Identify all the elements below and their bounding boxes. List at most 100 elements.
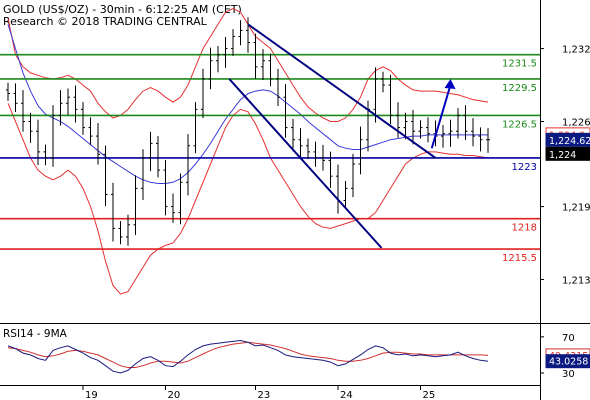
price-bar [276, 68, 280, 106]
price-bar [351, 153, 355, 198]
rsi-tick-label: 70 [562, 333, 575, 344]
price-tag-label: 1,224.62 [549, 136, 590, 147]
price-bar [111, 182, 115, 242]
price-tick-label: 1,232 [562, 45, 590, 56]
price-bar [231, 29, 235, 56]
price-bar [246, 17, 250, 53]
price-bar [208, 47, 213, 90]
price-bar [6, 82, 10, 101]
price-bar [373, 67, 378, 123]
rsi-tag: 43.0258 [545, 354, 590, 369]
rsi-lines [7, 339, 489, 374]
price-bar [96, 122, 100, 165]
price-bar [463, 105, 468, 140]
channel-lower-line [228, 78, 383, 249]
price-bar [66, 88, 70, 115]
price-bar [216, 45, 220, 73]
rsi-tags: 49.431543.0258 [545, 348, 590, 369]
rsi-tag-label: 43.0258 [549, 357, 588, 368]
price-bar [411, 109, 415, 145]
price-tag: 1,224.62 [545, 132, 590, 147]
price-tag-label: 1,224 [549, 150, 576, 161]
price-bar [88, 117, 93, 145]
price-bar [306, 138, 310, 160]
forecast-arrow [430, 78, 456, 149]
price-bar [58, 90, 63, 126]
price-bar [298, 128, 303, 159]
price-bar [321, 144, 325, 171]
level-label-0: 1231.5 [502, 59, 537, 70]
price-tags: 1,224.91,224.621,224 [545, 127, 590, 161]
price-bar [358, 126, 363, 175]
price-panel: 1231.5 1229.5 1226.5 1223 1218 1215.5 1,213 1,… [0, 7, 590, 295]
price-bar [126, 214, 130, 246]
channel-upper-line [247, 23, 437, 159]
price-tag: 1,224 [545, 146, 590, 161]
price-bar [171, 193, 175, 223]
time-tick-label: 23 [258, 390, 271, 400]
price-bar [441, 124, 445, 148]
price-bar [81, 102, 85, 135]
forecast-arrow-head [444, 78, 456, 89]
rsi-title: RSI14 - 9MA [3, 328, 68, 340]
rsi-line [7, 339, 489, 374]
price-bar [193, 102, 198, 154]
time-tick-label: 20 [168, 390, 181, 400]
price-bar [261, 49, 265, 80]
price-bar [283, 84, 288, 138]
price-bar [456, 108, 460, 139]
price-bar [388, 74, 393, 125]
rsi-panel: RSI14 - 9MA 30 70 49.431543.0258 [3, 328, 590, 380]
time-tick-label: 24 [340, 390, 353, 400]
price-bar [186, 134, 190, 196]
price-tick-label: 1,219 [562, 203, 590, 214]
bollinger-lower-line [7, 103, 489, 295]
rsi-tick-label: 30 [562, 369, 575, 380]
price-bar [103, 145, 108, 207]
price-bar [403, 112, 408, 140]
price-bar [201, 68, 205, 119]
price-bar [253, 33, 258, 79]
price-tick-label: 1,226 [562, 118, 590, 129]
moving-average-line [7, 24, 488, 184]
price-bar [13, 83, 18, 113]
forecast-arrow-shaft [430, 84, 452, 149]
price-bar [223, 36, 228, 68]
level-label-5: 1215.5 [502, 253, 537, 264]
price-bar [268, 53, 273, 87]
price-bar [43, 144, 48, 166]
price-bar [21, 90, 25, 132]
price-bar [51, 105, 55, 167]
price-tag-box [545, 132, 590, 147]
price-bar [238, 20, 243, 46]
time-axis: 19 20 23 24 25 [0, 385, 540, 400]
price-tick-label: 1,213 [562, 275, 590, 286]
rsi-tag-box [545, 354, 590, 369]
price-bar [343, 181, 348, 208]
price-bar [36, 119, 40, 166]
price-bar [313, 141, 318, 167]
price-bar [156, 136, 160, 178]
level-label-1: 1229.5 [502, 83, 537, 94]
price-bar [471, 118, 475, 147]
price-bar [486, 128, 490, 153]
support-resistance-levels: 1231.5 1229.5 1226.5 1223 1218 1215.5 [0, 53, 540, 264]
time-tick-label: 25 [423, 390, 436, 400]
price-bar [141, 149, 145, 201]
time-tick-label: 19 [85, 390, 98, 400]
level-label-3: 1223 [512, 162, 537, 173]
price-bar [426, 117, 430, 143]
price-bar [178, 173, 183, 225]
trend-channel [228, 23, 437, 249]
price-tag-box [545, 146, 590, 161]
moving-average [7, 24, 488, 184]
price-bar [291, 118, 295, 152]
price-bar [148, 131, 153, 172]
chart-subtitle: Research © 2018 TRADING CENTRAL [3, 15, 208, 28]
price-bar [133, 175, 138, 235]
price-bars [6, 17, 490, 246]
price-bar [381, 71, 385, 93]
chart-title: GOLD (US$/OZ) - 30min - 6:12:25 AM (CET) [3, 3, 242, 16]
